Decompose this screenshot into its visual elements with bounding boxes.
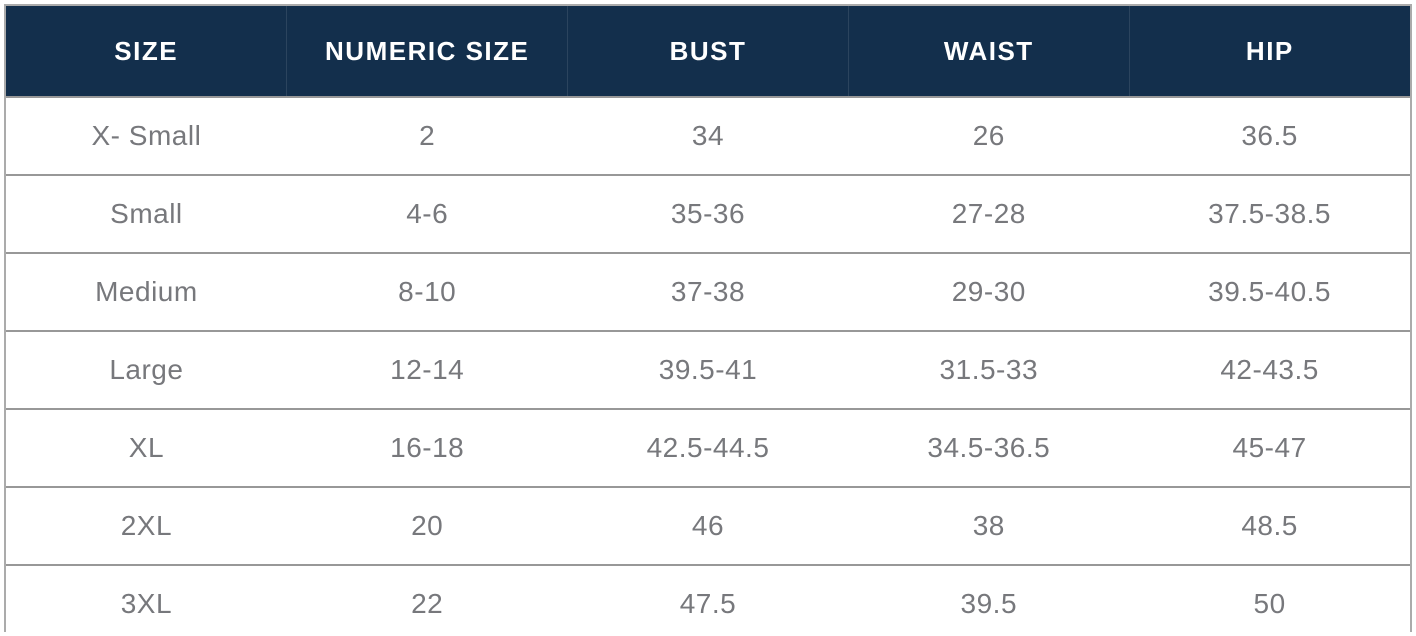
cell-hip: 36.5	[1129, 96, 1410, 175]
cell-size: X- Small	[6, 96, 287, 175]
cell-waist: 27-28	[848, 174, 1130, 253]
cell-size: XL	[6, 408, 287, 487]
header-row: SIZE NUMERIC SIZE BUST WAIST HIP	[6, 6, 1410, 97]
table-row-2xl: 2XL 20 46 38 48.5	[6, 486, 1410, 565]
column-header-waist: WAIST	[847, 6, 1130, 97]
cell-size: 3XL	[6, 564, 287, 636]
cell-bust: 34	[567, 96, 849, 175]
cell-size: Medium	[6, 252, 287, 331]
cell-size: 2XL	[6, 486, 287, 565]
cell-waist: 38	[848, 486, 1130, 565]
table-row-small: Small 4-6 35-36 27-28 37.5-38.5	[6, 174, 1410, 253]
table-row-xl: XL 16-18 42.5-44.5 34.5-36.5 45-47	[6, 408, 1410, 487]
table-body: X- Small 2 34 26 36.5 Small 4-6 35-36 27…	[6, 96, 1410, 636]
table-row-medium: Medium 8-10 37-38 29-30 39.5-40.5	[6, 252, 1410, 331]
cell-hip: 48.5	[1129, 486, 1410, 565]
cell-hip: 37.5-38.5	[1129, 174, 1410, 253]
cell-waist: 39.5	[848, 564, 1130, 636]
cell-numeric-size: 12-14	[286, 330, 568, 409]
cell-hip: 45-47	[1129, 408, 1410, 487]
cell-numeric-size: 16-18	[286, 408, 568, 487]
cell-bust: 47.5	[567, 564, 849, 636]
column-header-numeric-size: NUMERIC SIZE	[286, 6, 568, 97]
table-row-3xl: 3XL 22 47.5 39.5 50	[6, 564, 1410, 636]
cell-numeric-size: 8-10	[286, 252, 568, 331]
cell-numeric-size: 4-6	[286, 174, 568, 253]
cell-bust: 35-36	[567, 174, 849, 253]
cell-bust: 42.5-44.5	[567, 408, 849, 487]
column-header-size: SIZE	[6, 6, 287, 97]
cell-numeric-size: 22	[286, 564, 568, 636]
cell-hip: 39.5-40.5	[1129, 252, 1410, 331]
size-chart-table: SIZE NUMERIC SIZE BUST WAIST HIP X- Smal…	[6, 6, 1410, 636]
cell-waist: 31.5-33	[848, 330, 1130, 409]
column-header-bust: BUST	[567, 6, 849, 97]
cell-bust: 46	[567, 486, 849, 565]
cell-numeric-size: 2	[286, 96, 568, 175]
cell-waist: 26	[848, 96, 1130, 175]
cell-size: Small	[6, 174, 287, 253]
table-row-x-small: X- Small 2 34 26 36.5	[6, 96, 1410, 175]
cell-numeric-size: 20	[286, 486, 568, 565]
cell-bust: 39.5-41	[567, 330, 849, 409]
cell-size: Large	[6, 330, 287, 409]
cell-waist: 34.5-36.5	[848, 408, 1130, 487]
cell-hip: 50	[1129, 564, 1410, 636]
cell-bust: 37-38	[567, 252, 849, 331]
column-header-hip: HIP	[1128, 6, 1410, 97]
table-header: SIZE NUMERIC SIZE BUST WAIST HIP	[6, 6, 1410, 97]
size-chart-table-container: SIZE NUMERIC SIZE BUST WAIST HIP X- Smal…	[4, 4, 1412, 636]
cell-waist: 29-30	[848, 252, 1130, 331]
table-row-large: Large 12-14 39.5-41 31.5-33 42-43.5	[6, 330, 1410, 409]
cell-hip: 42-43.5	[1129, 330, 1410, 409]
